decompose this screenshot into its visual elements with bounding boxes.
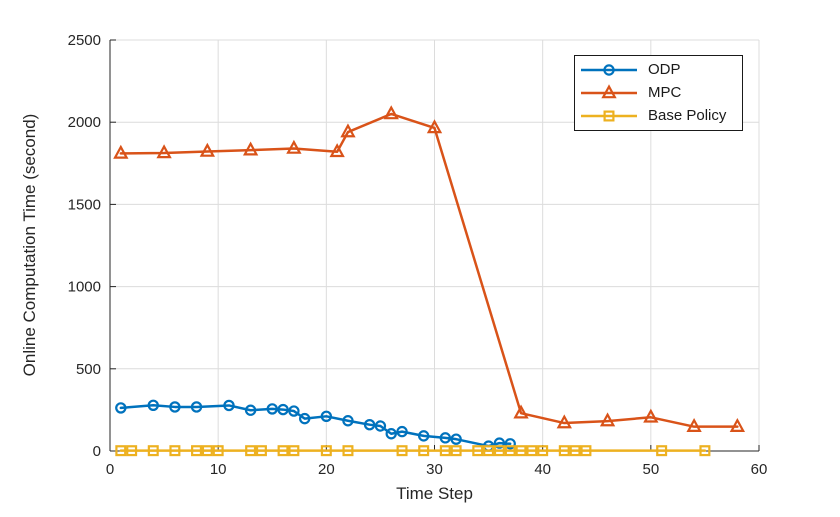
odp-line-sample-icon — [581, 63, 637, 76]
series-base-policy-marker — [656, 445, 668, 457]
series-mpc-marker — [340, 123, 356, 138]
series-mpc-marker — [156, 144, 172, 159]
x-tick-label: 40 — [534, 461, 551, 478]
x-tick-label: 20 — [318, 461, 335, 478]
legend-item-base-policy: Base Policy — [575, 104, 742, 127]
legend-marker-base-policy — [603, 109, 615, 122]
series-mpc-marker — [643, 408, 659, 423]
series-base-policy-marker — [288, 445, 300, 457]
series-odp-marker — [450, 433, 462, 445]
series-base-policy-marker — [418, 445, 430, 457]
legend-marker-odp — [603, 63, 615, 76]
y-tick-label: 500 — [76, 361, 101, 378]
y-tick-label: 0 — [93, 443, 101, 460]
series-odp-marker — [277, 403, 289, 416]
series-base-policy-marker — [201, 445, 213, 457]
series-base-policy-marker — [320, 445, 332, 457]
series-odp-marker — [190, 401, 203, 413]
series-base-policy-marker — [526, 445, 538, 457]
series-base-policy-marker — [245, 445, 257, 457]
series-mpc-marker — [599, 412, 616, 427]
series-mpc-marker — [113, 144, 129, 159]
x-tick-label: 50 — [642, 461, 659, 478]
series-mpc-marker — [729, 417, 746, 432]
x-tick-label: 10 — [210, 461, 227, 478]
series-odp-marker — [288, 405, 300, 417]
y-tick-label: 1000 — [68, 279, 101, 296]
series-odp-marker — [396, 425, 408, 438]
series-base-policy-marker — [515, 445, 527, 457]
series-base-policy-marker — [147, 445, 159, 457]
series-base-policy-marker — [699, 445, 711, 457]
series-base-policy-marker — [504, 445, 516, 457]
series-base-policy-marker — [580, 445, 592, 457]
series-mpc-marker — [383, 105, 399, 120]
series-odp-marker — [244, 404, 257, 416]
series-base-policy-marker — [472, 445, 484, 457]
legend-label-odp: ODP — [648, 61, 681, 78]
series-mpc-line — [119, 112, 739, 428]
legend-label-base-policy: Base Policy — [648, 107, 727, 124]
legend-item-odp: ODP — [575, 58, 742, 81]
series-base-policy-marker — [169, 445, 181, 457]
series-odp-marker — [374, 420, 387, 432]
series-base-policy-marker — [569, 445, 581, 457]
series-base-policy-marker — [255, 445, 267, 457]
series-mpc-marker — [242, 141, 259, 156]
legend-item-mpc: MPC — [575, 81, 742, 104]
series-base-policy-marker — [212, 445, 224, 457]
x-tick-label: 60 — [751, 461, 768, 478]
y-tick-label: 2500 — [68, 32, 101, 49]
series-mpc-marker — [199, 142, 216, 157]
series-base-policy-marker — [483, 445, 495, 457]
series-mpc-marker — [556, 414, 572, 429]
series-base-policy-marker — [450, 445, 462, 457]
series-base-policy-marker — [493, 445, 505, 457]
series-base-policy-marker — [277, 445, 289, 457]
y-tick-label: 1500 — [68, 196, 101, 213]
x-tick-label: 0 — [106, 461, 114, 478]
series-base-policy-marker — [558, 445, 570, 457]
x-tick-label: 30 — [426, 461, 443, 478]
series-odp-marker — [266, 403, 278, 415]
series-base-policy-marker — [191, 445, 203, 457]
series-mpc-marker — [286, 139, 302, 154]
series-odp-marker — [169, 401, 181, 413]
series-odp-marker — [147, 399, 159, 411]
series-mpc-marker — [329, 143, 345, 158]
series-base-policy-marker — [439, 445, 451, 457]
series-odp-marker — [417, 430, 430, 442]
series-base-policy-marker — [396, 445, 408, 457]
series-odp-marker — [385, 428, 397, 440]
series-mpc-marker — [686, 417, 702, 432]
series-mpc-marker — [513, 404, 529, 419]
mpc-line-sample-icon — [581, 83, 637, 98]
base-policy-line-sample-icon — [581, 109, 637, 122]
series-base-policy-marker — [115, 445, 127, 457]
series-odp-marker — [504, 438, 516, 450]
series-odp-marker — [223, 399, 235, 412]
legend: ODP MPC Base Policy — [574, 55, 743, 131]
series-odp-marker — [115, 402, 127, 414]
y-tick-label: 2000 — [68, 114, 101, 131]
series-odp-marker — [363, 418, 376, 431]
series-odp-marker — [439, 432, 452, 444]
series-base-policy-marker — [537, 445, 549, 457]
series-mpc-marker — [426, 119, 443, 134]
series-base-policy-marker — [342, 445, 354, 457]
y-axis-label: Online Computation Time (second) — [20, 113, 39, 377]
legend-label-mpc: MPC — [648, 84, 682, 101]
series-odp-marker — [320, 410, 333, 423]
series-odp-marker — [493, 437, 506, 449]
series-odp-marker — [342, 415, 354, 427]
x-axis-label: Time Step — [396, 484, 473, 503]
series-odp-marker — [299, 412, 311, 425]
series-base-policy-marker — [126, 445, 138, 457]
legend-marker-mpc — [601, 83, 617, 98]
